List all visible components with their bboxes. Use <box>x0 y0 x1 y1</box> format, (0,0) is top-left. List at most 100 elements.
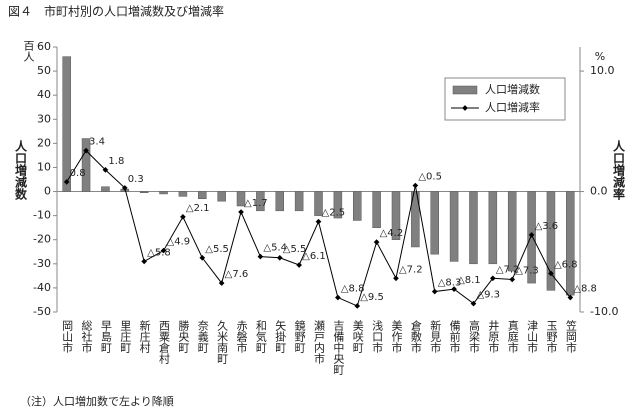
bar <box>391 191 401 240</box>
value-label: △6.1 <box>302 251 326 262</box>
chart-title: 図４ 市町村別の人口増減数及び増減率 <box>8 4 224 19</box>
rate-marker <box>567 294 574 301</box>
value-label: △8.3 <box>438 278 462 289</box>
legend-label: 人口増減率 <box>485 100 540 114</box>
y2-axis-label: 人口増減率 <box>612 139 626 201</box>
value-label: △2.5 <box>322 208 346 219</box>
x-tick-label: 井原市 <box>487 319 500 354</box>
rate-marker <box>335 294 341 301</box>
x-tick-label: 和気町 <box>254 320 267 353</box>
bar <box>314 191 323 216</box>
legend-swatch <box>462 105 468 111</box>
rate-marker <box>160 247 167 254</box>
x-tick-label: 勝央町 <box>177 319 190 353</box>
y-tick-label: 30 <box>37 112 51 125</box>
value-label: △8.8 <box>341 284 365 295</box>
value-label: △4.9 <box>167 237 191 248</box>
rate-marker <box>315 218 322 225</box>
x-tick-label: 備前市 <box>448 320 461 354</box>
legend-label: 人口増減数 <box>485 82 540 96</box>
legend-box <box>444 77 566 121</box>
y-unit: 百人 <box>22 40 35 62</box>
x-tick-label: 美作市 <box>390 320 403 354</box>
rate-marker <box>218 280 225 286</box>
bar <box>217 191 226 202</box>
bar <box>81 138 91 192</box>
x-tick-label: 玉野市 <box>545 320 558 354</box>
rate-marker <box>509 276 516 283</box>
value-label: △7.3 <box>515 265 539 276</box>
rate-marker <box>470 300 477 307</box>
bar <box>294 191 304 212</box>
rate-marker <box>296 262 302 268</box>
x-tick-label: 岡山市 <box>61 320 74 354</box>
value-label: △3.6 <box>535 221 559 232</box>
value-label: 0.3 <box>128 174 144 185</box>
legend-swatch <box>452 85 478 95</box>
bar <box>236 191 246 207</box>
value-label: 1.8 <box>108 156 124 167</box>
y-tick-label: 20 <box>37 136 51 149</box>
x-tick-label: 鏡野町 <box>293 319 306 353</box>
note: （注）人口増加数で左より降順 <box>20 394 174 408</box>
bar <box>566 191 575 296</box>
rate-marker <box>141 258 147 265</box>
y-tick-label: -50 <box>33 305 51 318</box>
value-label: △5.5 <box>283 244 307 255</box>
rate-marker <box>83 147 89 154</box>
y-tick-label: 60 <box>37 40 51 53</box>
bar <box>101 186 110 192</box>
y-tick-label: 50 <box>37 64 51 77</box>
bar <box>488 191 498 265</box>
value-label: △9.3 <box>476 290 500 301</box>
value-label: △2.1 <box>186 203 210 214</box>
rate-marker <box>412 182 419 189</box>
x-tick-label: 新庄村 <box>138 319 151 353</box>
rate-marker <box>63 179 70 185</box>
bar <box>372 191 381 228</box>
value-label: △8.1 <box>457 275 481 286</box>
value-label: △7.2 <box>399 264 423 275</box>
x-tick-label: 早島町 <box>99 320 112 353</box>
y2-unit: % <box>595 50 605 63</box>
y2-tick-label: -10.0 <box>590 305 618 318</box>
x-tick-label: 総社市 <box>80 319 93 354</box>
value-label: 0.8 <box>70 168 86 179</box>
rate-marker <box>490 275 496 282</box>
value-label: △7.6 <box>225 269 249 280</box>
rate-marker <box>393 275 399 282</box>
rate-marker <box>431 288 438 295</box>
y-tick-label: -30 <box>33 257 51 270</box>
x-tick-label: 高梁市 <box>467 319 480 354</box>
rate-marker <box>451 286 457 292</box>
bar <box>256 191 265 212</box>
bar <box>546 191 556 291</box>
x-tick-label: 赤磐市 <box>235 320 248 354</box>
bar <box>333 191 343 219</box>
x-tick-label: 瀬戸内市 <box>313 319 326 365</box>
x-tick-label: 津山市 <box>526 320 539 354</box>
bar <box>159 191 168 195</box>
bar <box>352 191 362 221</box>
x-tick-label: 新見市 <box>429 319 442 354</box>
rate-marker <box>102 167 109 173</box>
bar <box>139 191 149 194</box>
x-tick-label: 吉備中央町 <box>332 320 345 375</box>
rate-marker <box>257 253 264 260</box>
y-tick-label: 40 <box>37 88 51 101</box>
x-tick-label: 奈義町 <box>196 319 209 353</box>
y-tick-label: -10 <box>33 209 51 222</box>
value-label: △8.8 <box>573 284 597 295</box>
value-label: △4.2 <box>380 228 404 239</box>
x-tick-label: 倉敷市 <box>409 319 422 354</box>
rate-marker <box>238 209 244 215</box>
y-tick-label: -20 <box>33 233 51 246</box>
bar <box>430 191 439 255</box>
value-label: △1.7 <box>244 198 268 209</box>
rate-marker <box>354 303 361 309</box>
y2-tick-label: 10.0 <box>590 64 615 77</box>
bar <box>507 191 517 272</box>
value-label: △5.5 <box>205 244 229 255</box>
bar <box>62 56 71 192</box>
